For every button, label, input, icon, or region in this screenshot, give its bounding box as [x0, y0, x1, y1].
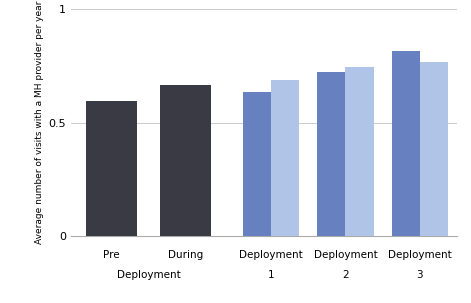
Text: Pre: Pre — [103, 250, 120, 260]
Bar — [345, 67, 374, 236]
Bar — [317, 72, 345, 236]
Text: 3: 3 — [416, 270, 423, 281]
Text: Deployment: Deployment — [239, 250, 303, 260]
Bar — [86, 101, 137, 236]
Text: During: During — [168, 250, 203, 260]
Bar — [391, 51, 420, 236]
Text: Deployment: Deployment — [314, 250, 377, 260]
Y-axis label: Average number of visits with a MH provider per year: Average number of visits with a MH provi… — [35, 1, 44, 245]
Bar — [271, 80, 300, 236]
Text: Deployment: Deployment — [117, 270, 180, 281]
Bar — [243, 92, 271, 236]
Bar — [420, 62, 448, 236]
Text: Deployment: Deployment — [388, 250, 452, 260]
Bar — [160, 85, 211, 236]
Text: 2: 2 — [342, 270, 349, 281]
Text: 1: 1 — [268, 270, 275, 281]
